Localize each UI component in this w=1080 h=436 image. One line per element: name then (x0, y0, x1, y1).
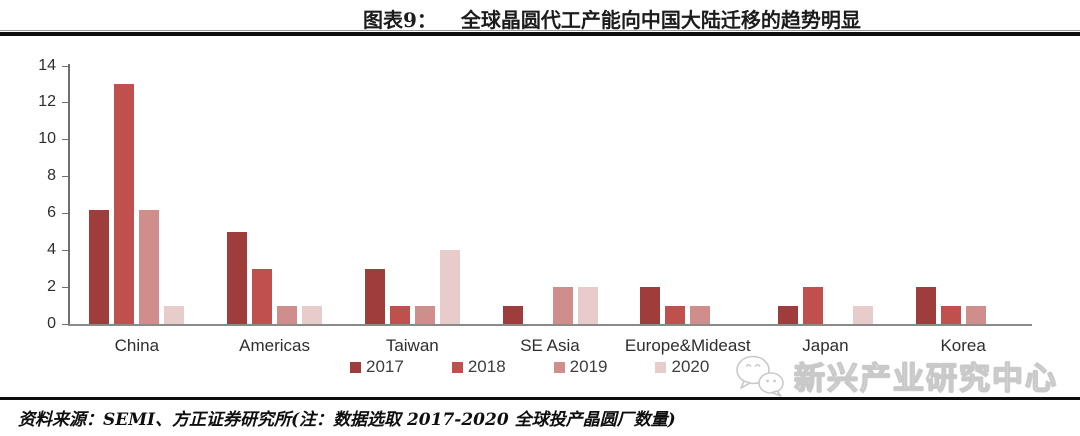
bar-China-2019 (139, 209, 160, 324)
category-label-Taiwan: Taiwan (385, 336, 439, 355)
chart-title-label: 图表9： (363, 8, 437, 32)
category-label-Korea: Korea (940, 336, 986, 355)
bar-Europe&Mideast-2019 (690, 305, 711, 324)
bar-Taiwan-2018 (389, 305, 410, 324)
bar-Europe&Mideast-2017 (640, 287, 661, 324)
bar-SE Asia-2020 (577, 287, 598, 324)
bar-Taiwan-2017 (364, 268, 385, 324)
bar-Americas-2017 (227, 231, 248, 324)
chart-title-text: 全球晶圆代工产能向中国大陆迁移的趋势明显 (460, 8, 861, 32)
y-axis-tick (62, 65, 68, 67)
y-axis-tick (62, 139, 68, 141)
legend-swatch-2020 (655, 361, 667, 373)
bar-Europe&Mideast-2018 (665, 305, 686, 324)
y-axis-tick-label: 6 (47, 204, 56, 222)
bar-SE Asia-2017 (502, 305, 523, 324)
chart-legend: 2017 2018 2019 2020 (350, 357, 709, 377)
y-axis-tick (62, 176, 68, 178)
bottom-rule (0, 397, 1080, 400)
legend-item-2019: 2019 (553, 357, 608, 377)
bar-Americas-2019 (277, 305, 298, 324)
bar-Japan-2017 (777, 305, 798, 324)
y-axis-tick (62, 287, 68, 289)
bar-China-2018 (114, 83, 135, 324)
y-axis-tick-label: 12 (38, 93, 56, 111)
bar-Americas-2020 (302, 305, 323, 324)
legend-item-2020: 2020 (655, 357, 709, 377)
bar-Korea-2019 (965, 305, 986, 324)
y-axis-tick-label: 10 (38, 130, 56, 148)
legend-item-2018: 2018 (451, 357, 506, 377)
x-axis-line (68, 324, 1032, 326)
bar-Taiwan-2020 (439, 250, 460, 324)
y-axis-tick-label: 4 (47, 241, 56, 259)
y-axis-tick (62, 250, 68, 252)
bar-Korea-2017 (915, 287, 936, 324)
legend-item-2017: 2017 (350, 357, 404, 377)
bar-Japan-2020 (852, 305, 873, 324)
top-rule-thick (0, 32, 1080, 36)
y-axis-tick (62, 102, 68, 104)
legend-label: 2020 (671, 357, 710, 376)
bar-China-2020 (164, 305, 185, 324)
wechat-icon (736, 355, 784, 397)
bar-SE Asia-2019 (552, 287, 573, 324)
bar-chart: 2017 2018 2019 2020 0 2 4 6 8 10 12 14 China America… (0, 37, 1080, 392)
y-axis-tick-label: 2 (47, 278, 56, 296)
legend-label: 2019 (569, 357, 608, 376)
category-label-China: China (114, 336, 160, 355)
y-axis-tick-label: 0 (47, 315, 56, 332)
y-axis-tick-label: 14 (38, 56, 56, 74)
category-label-Japan: Japan (802, 336, 849, 355)
y-axis-tick-label: 8 (47, 167, 56, 185)
bar-Taiwan-2019 (414, 305, 435, 324)
watermark-text: 新兴产业研究中心 (793, 360, 1058, 396)
bar-China-2017 (89, 209, 110, 324)
category-label-Europe&Mideast: Europe&Mideast (624, 336, 751, 355)
y-axis-tick (62, 213, 68, 215)
y-axis-tick (62, 324, 68, 325)
category-label-Americas: Americas (239, 336, 310, 355)
bar-Americas-2018 (252, 268, 273, 324)
legend-swatch-2018 (451, 361, 463, 373)
legend-label: 2018 (467, 357, 506, 376)
chart-title: 图表9： 全球晶圆代工产能向中国大陆迁移的趋势明显 (363, 4, 861, 33)
legend-swatch-2017 (350, 361, 361, 373)
category-label-SE Asia: SE Asia (520, 336, 580, 355)
bar-Japan-2018 (802, 287, 823, 324)
y-axis-line (68, 64, 70, 325)
top-rule-thin (0, 30, 1080, 31)
source-note: 资料来源：SEMI、方正证券研究所(注：数据选取 2017-2020 全球投产晶… (18, 410, 676, 430)
watermark: 新兴产业研究中心 (734, 352, 1058, 398)
legend-swatch-2019 (553, 361, 565, 373)
legend-label: 2017 (366, 357, 404, 376)
bar-Korea-2018 (940, 305, 961, 324)
